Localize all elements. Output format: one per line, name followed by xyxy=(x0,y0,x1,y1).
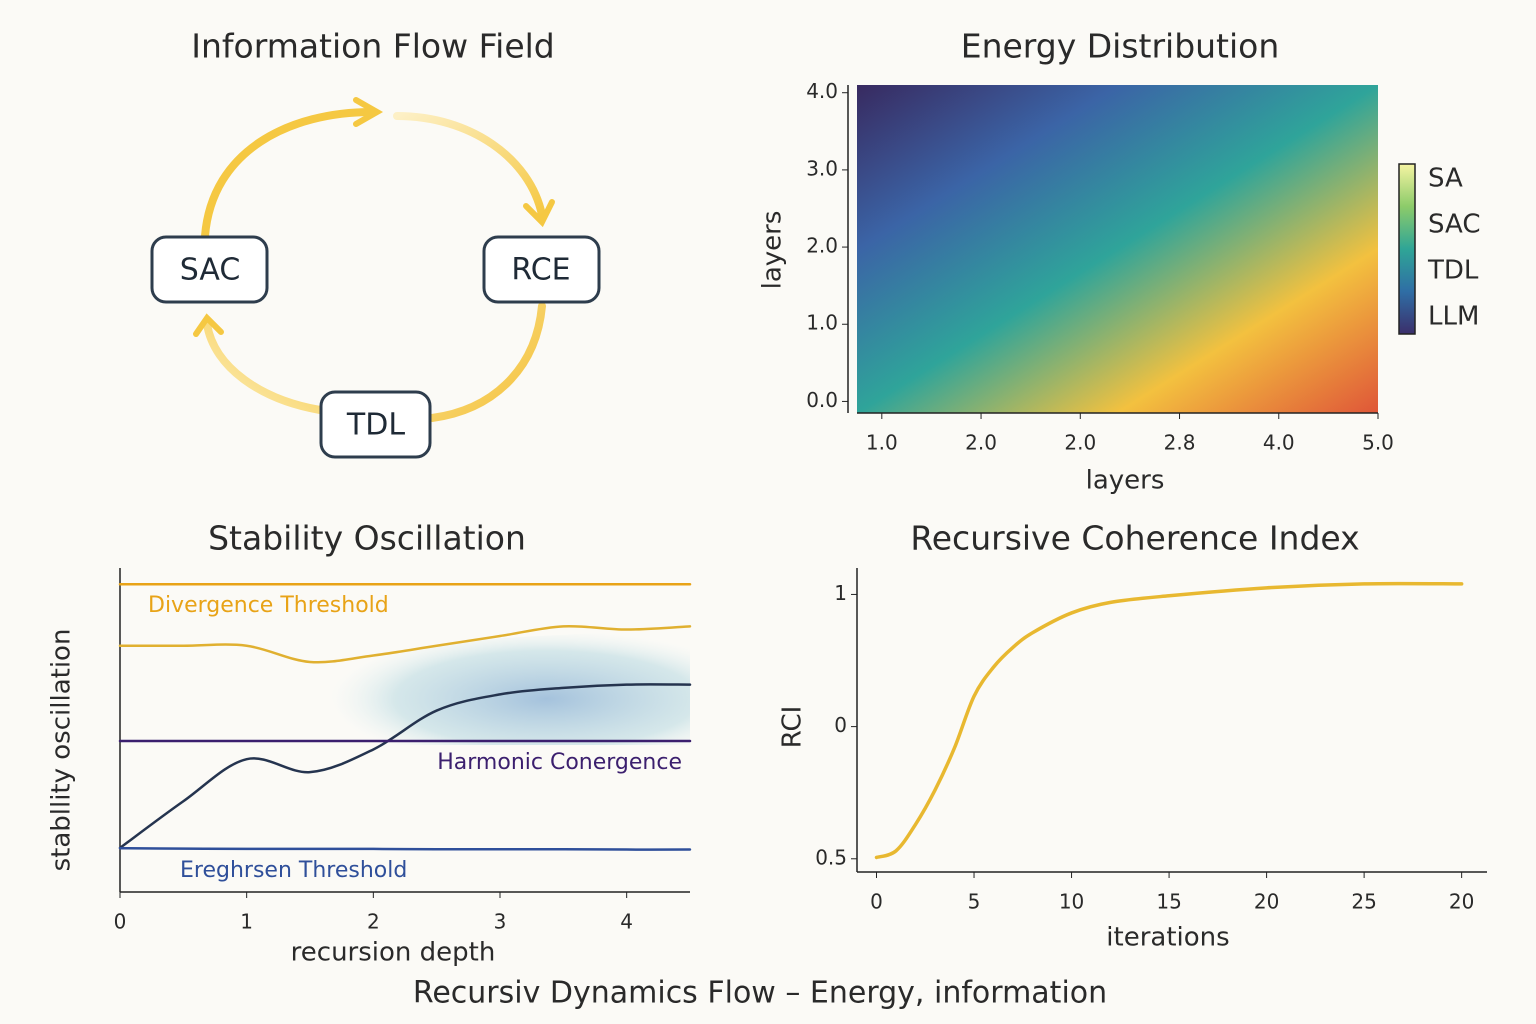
colorbar-label: SAC xyxy=(1428,210,1480,240)
x-axis-label: layers xyxy=(1086,466,1165,496)
x-tick-label: 20 xyxy=(1449,890,1474,914)
x-tick-label: 2 xyxy=(367,910,380,934)
y-tick-label: 1 xyxy=(834,581,847,605)
y-tick-label: 2.0 xyxy=(806,234,838,258)
heatmap xyxy=(857,85,1378,413)
arrow xyxy=(393,112,546,219)
node-label: SAC xyxy=(180,253,241,288)
panel-title: Stability Oscillation xyxy=(208,519,526,558)
colorbar-label: SA xyxy=(1428,164,1463,194)
y-tick-label: 0 xyxy=(834,713,847,737)
arrow xyxy=(201,108,376,240)
series-label: Harmonic Conergence xyxy=(437,750,682,775)
arrowhead xyxy=(523,199,555,228)
shaded-region xyxy=(330,630,690,745)
y-axis-label: stabllity oscillation xyxy=(47,629,77,872)
series-label: Ereghrsen Threshold xyxy=(180,858,407,883)
node xyxy=(319,390,432,459)
panel-title: Recursive Coherence Index xyxy=(910,519,1359,558)
x-tick-label: 10 xyxy=(1059,890,1084,914)
x-tick-label: 25 xyxy=(1351,890,1376,914)
x-tick-label: 4 xyxy=(620,910,633,934)
series-label: Divergence Threshold xyxy=(148,593,389,618)
panel-title: Information Flow Field xyxy=(191,27,555,66)
line xyxy=(118,683,692,850)
x-tick-label: 15 xyxy=(1156,890,1181,914)
x-axis-label: iterations xyxy=(1106,923,1229,953)
x-tick-label: 3 xyxy=(494,910,507,934)
y-tick-label: 1.0 xyxy=(806,311,838,335)
x-tick-label: 2.0 xyxy=(1064,431,1096,455)
x-tick-label: 0 xyxy=(114,910,127,934)
x-tick-label: 1 xyxy=(240,910,253,934)
colorbar xyxy=(1398,163,1416,335)
y-tick-label: 3.0 xyxy=(806,156,838,180)
x-tick-label: 1.0 xyxy=(866,431,898,455)
x-tick-label: 5 xyxy=(968,890,981,914)
node-label: RCE xyxy=(511,253,570,288)
arrowhead xyxy=(193,313,224,337)
y-tick-label: 0.5 xyxy=(815,845,847,869)
x-tick-label: 2.8 xyxy=(1164,431,1196,455)
arrow xyxy=(203,320,324,414)
x-tick-label: 2.0 xyxy=(965,431,997,455)
line xyxy=(874,581,1464,860)
x-tick-label: 20 xyxy=(1254,890,1279,914)
y-axis-label: layers xyxy=(758,211,788,290)
arrowhead xyxy=(353,97,384,127)
colorbar-label: LLM xyxy=(1428,302,1479,332)
colorbar-label: TDL xyxy=(1427,256,1479,286)
flow-arrows xyxy=(193,97,555,422)
x-tick-label: 0 xyxy=(870,890,883,914)
x-tick-label: 4.0 xyxy=(1263,431,1295,455)
y-tick-label: 0.0 xyxy=(806,388,838,412)
panel-title: Energy Distribution xyxy=(961,27,1280,66)
node xyxy=(482,235,601,304)
figure-title: Recursiv Dynamics Flow – Energy, informa… xyxy=(413,976,1107,1011)
x-tick-label: 5.0 xyxy=(1362,431,1394,455)
x-axis-label: recursion depth xyxy=(291,938,496,968)
arrow xyxy=(428,302,546,422)
line xyxy=(118,847,692,851)
node xyxy=(150,235,269,304)
y-axis-label: RCI xyxy=(778,706,808,749)
node-label: TDL xyxy=(346,408,405,443)
line xyxy=(118,624,692,664)
y-tick-label: 4.0 xyxy=(806,79,838,103)
